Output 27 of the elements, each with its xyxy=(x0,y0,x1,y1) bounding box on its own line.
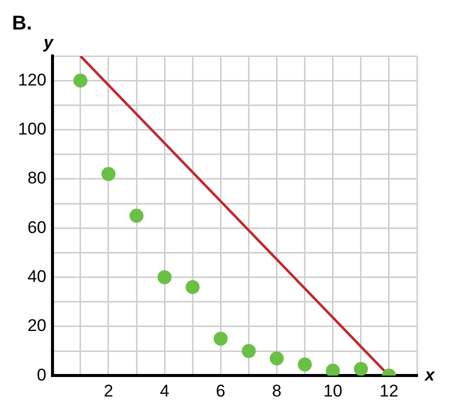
x-tick-label: 12 xyxy=(379,381,398,400)
x-axis-title: x xyxy=(424,365,436,384)
x-tick-label: 8 xyxy=(272,381,282,400)
x-tick-label: 10 xyxy=(323,381,342,400)
point xyxy=(214,332,228,346)
point xyxy=(73,74,88,88)
point xyxy=(242,344,256,358)
point xyxy=(130,208,144,223)
y-tick-label: 40 xyxy=(27,266,46,286)
y-tick-label: 60 xyxy=(27,218,46,237)
point xyxy=(158,270,172,284)
y-tick-label: 0 xyxy=(36,365,46,384)
chart-title: B. xyxy=(12,12,32,35)
y-tick-label: 80 xyxy=(27,168,46,188)
x-tick-label: 2 xyxy=(104,381,114,400)
y-tick-label: 20 xyxy=(27,316,46,336)
point xyxy=(186,280,200,294)
x-tick-label: 6 xyxy=(216,381,226,400)
point xyxy=(298,358,312,372)
point xyxy=(101,167,116,182)
point xyxy=(270,351,284,366)
y-tick-label: 120 xyxy=(18,70,46,90)
y-tick-label: 100 xyxy=(18,119,46,138)
y-axis-title: y xyxy=(42,33,55,52)
point xyxy=(326,364,340,376)
point xyxy=(354,362,368,376)
x-tick-label: 4 xyxy=(160,381,170,400)
